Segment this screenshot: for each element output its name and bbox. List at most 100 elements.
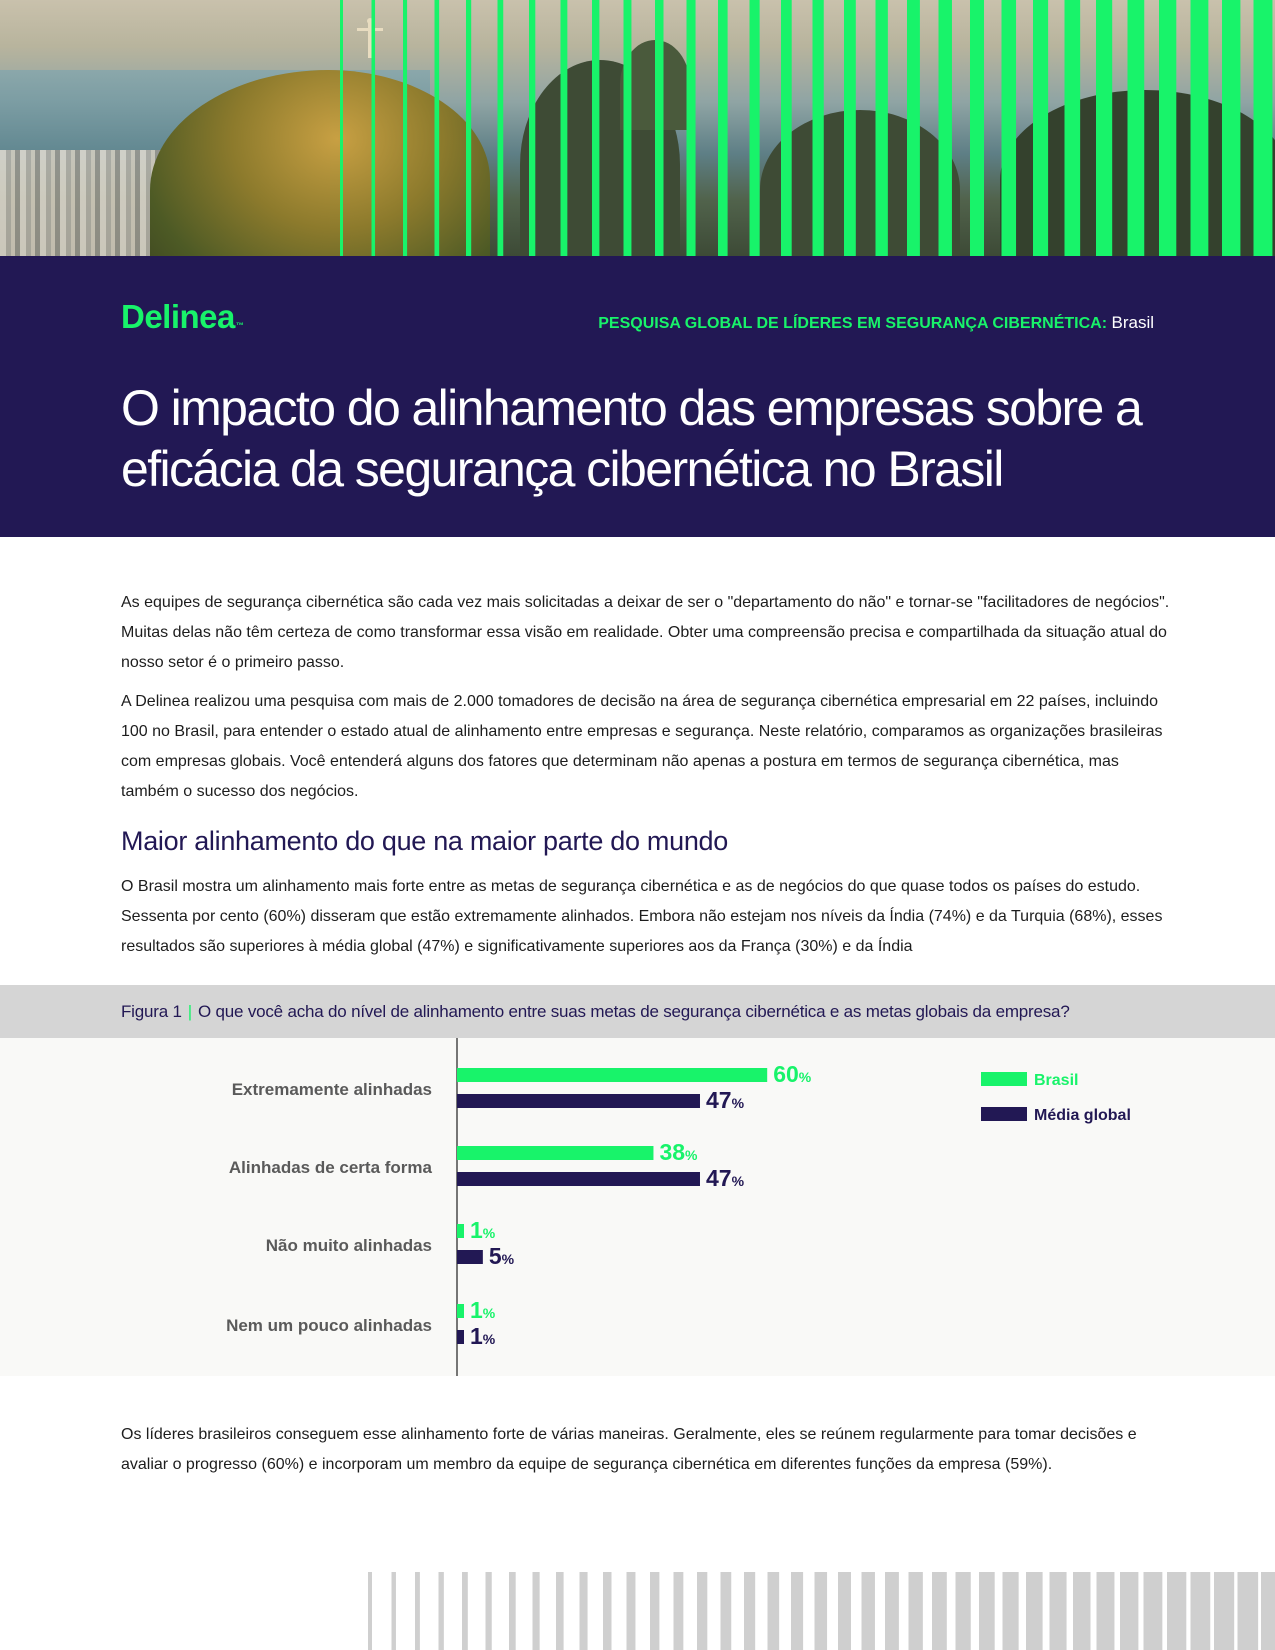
footer-stripes-decoration (368, 1572, 1275, 1650)
stripe (791, 1572, 804, 1650)
stripe (509, 1572, 516, 1650)
data-label: 5% (489, 1243, 515, 1269)
stripe (462, 1572, 468, 1650)
data-label: 38% (659, 1139, 698, 1165)
stripe (907, 0, 920, 256)
bar-brasil (457, 1224, 464, 1238)
data-label: 1% (470, 1297, 496, 1323)
stripe (497, 0, 504, 256)
category-label: Extremamente alinhadas (232, 1080, 432, 1099)
stripe (1143, 1572, 1163, 1650)
legend-label: Brasil (1034, 1072, 1078, 1089)
report-header (0, 256, 1275, 537)
stripe (368, 1572, 372, 1650)
data-label: 47% (706, 1165, 745, 1191)
stripe (673, 1572, 684, 1650)
stripe (1222, 0, 1241, 256)
stripe (650, 1572, 660, 1650)
stripe (560, 0, 568, 256)
bar-brasil (457, 1068, 768, 1082)
stripe (1190, 1572, 1211, 1650)
stripe (885, 1572, 899, 1650)
closing-paragraph: Os líderes brasileiros conseguem esse al… (121, 1426, 1137, 1473)
category-label: Não muito alinhadas (266, 1236, 432, 1255)
stripe (623, 0, 632, 256)
stripe (434, 0, 440, 256)
stripe (938, 0, 952, 256)
stripe (1049, 1572, 1067, 1650)
stripe (1026, 1572, 1043, 1650)
stripe (1190, 0, 1209, 256)
stripe (814, 1572, 828, 1650)
logo-trademark: ™ (235, 321, 244, 330)
stripe (556, 1572, 564, 1650)
stripe (403, 0, 408, 256)
stripe (686, 0, 696, 256)
stripe (579, 1572, 588, 1650)
report-country: Brasil (1111, 313, 1154, 332)
stripe (466, 0, 472, 256)
figure-question: O que você acha do nível de alinhamento … (197, 1002, 1070, 1021)
intro-paragraph-1: As equipes de segurança cibernética são … (121, 594, 1170, 671)
figure-caption-bar (0, 985, 1275, 1038)
bar-brasil (457, 1146, 654, 1160)
stripe (979, 1572, 995, 1650)
category-label: Nem um pouco alinhadas (226, 1316, 432, 1335)
stripe (340, 0, 343, 256)
stripe (1096, 0, 1113, 256)
section-paragraph: O Brasil mostra um alinhamento mais fort… (121, 878, 1163, 955)
data-label: 1% (470, 1217, 496, 1243)
figure-caption: Figura 1 | O que você acha do nível de ali… (121, 1002, 1070, 1022)
hero-image (0, 0, 1275, 256)
hero-hill (760, 110, 960, 256)
section-heading: Maior alinhamento do que na maior parte … (121, 826, 728, 856)
page-title: O impacto do alinhamento das empresas so… (121, 380, 1143, 497)
stripe (720, 1572, 732, 1650)
stripe (626, 1572, 636, 1650)
stripe (861, 1572, 875, 1650)
bar-brasil (457, 1304, 464, 1318)
stripe (391, 1572, 396, 1650)
stripe (592, 0, 600, 256)
data-label: 1% (470, 1323, 496, 1349)
stripe (718, 0, 728, 256)
stripe (970, 0, 984, 256)
stripe (529, 0, 536, 256)
delinea-logo: Delinea™ (121, 298, 244, 335)
stripe (1064, 0, 1081, 256)
stripe (603, 1572, 612, 1650)
stripe (1214, 1572, 1235, 1650)
stripe (438, 1572, 444, 1650)
stripe (1002, 1572, 1019, 1650)
stripe (1073, 1572, 1091, 1650)
stripe (371, 0, 376, 256)
stripe (1001, 0, 1017, 256)
bar-global (457, 1330, 464, 1344)
stripe (1167, 1572, 1187, 1650)
stripe (1127, 0, 1145, 256)
data-label: 47% (706, 1087, 745, 1113)
stripe (908, 1572, 923, 1650)
stripe (744, 1572, 756, 1650)
stripe (1253, 0, 1273, 256)
stripe (485, 1572, 492, 1650)
stripe (844, 0, 856, 256)
intro-paragraph-2: A Delinea realizou uma pesquisa com mais… (121, 693, 1163, 800)
stripe (697, 1572, 708, 1650)
stripe (415, 1572, 420, 1650)
stripe (875, 0, 888, 256)
stripe (955, 1572, 971, 1650)
stripe (1120, 1572, 1139, 1650)
legend-label: Média global (1034, 1107, 1131, 1124)
data-label: 60% (773, 1061, 812, 1087)
stripe (1033, 0, 1049, 256)
report-label: PESQUISA GLOBAL DE LÍDERES EM SEGURANÇA … (598, 313, 1154, 333)
category-label: Alinhadas de certa forma (229, 1158, 433, 1177)
stripe (749, 0, 760, 256)
stripe (1261, 1572, 1275, 1650)
figure-number: Figura 1 (121, 1002, 182, 1021)
bar-global (457, 1250, 483, 1264)
alignment-bar-chart: Extremamente alinhadas 60% 47% Alinhadas de… (226, 1038, 1131, 1376)
stripe (767, 1572, 780, 1650)
stripe (655, 0, 664, 256)
